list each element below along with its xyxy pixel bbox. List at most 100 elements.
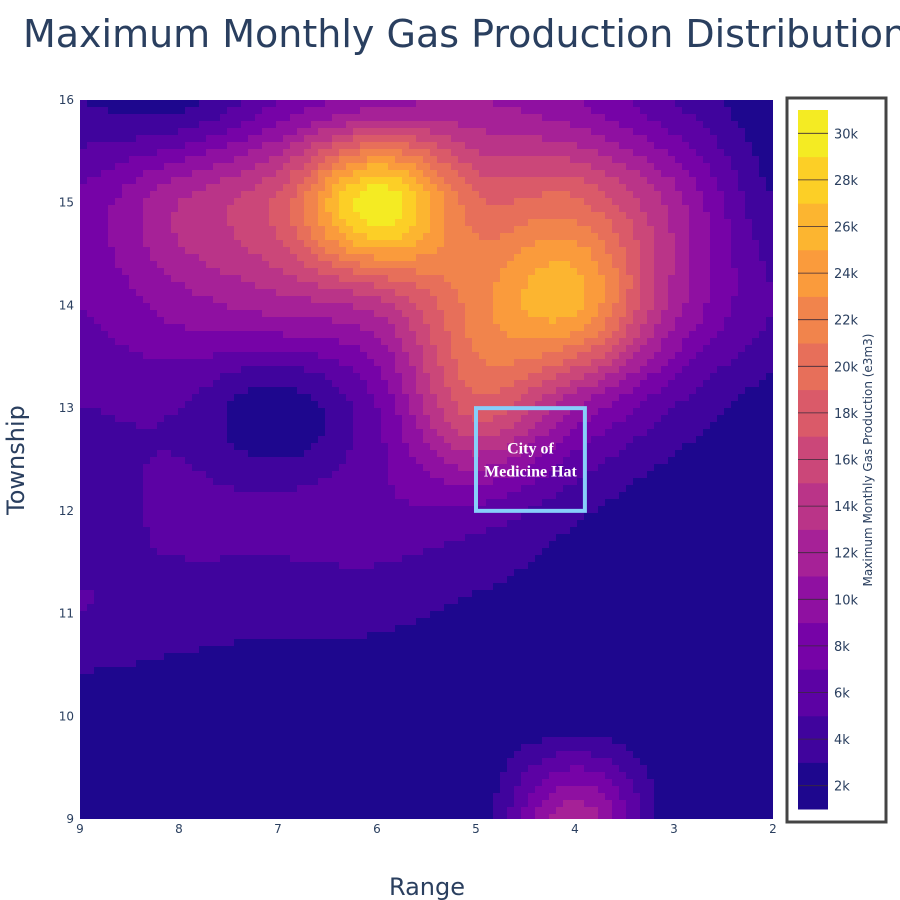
contour-cell-2971 [87, 310, 95, 318]
contour-cell-879 [689, 156, 697, 164]
contour-cell-3282 [185, 331, 193, 339]
contour-cell-930 [353, 163, 361, 171]
contour-cell-3208 [360, 324, 368, 332]
contour-cell-3456 [710, 338, 718, 346]
contour-cell-4237 [633, 394, 641, 402]
contour-cell-485 [703, 128, 711, 136]
contour-cell-25 [255, 100, 263, 108]
contour-cell-3213 [395, 324, 403, 332]
contour-cell-2459 [661, 268, 669, 276]
contour-cell-4387 [297, 408, 305, 416]
contour-cell-3431 [535, 338, 543, 346]
contour-cell-2523 [416, 275, 424, 283]
contour-cell-4780 [276, 436, 284, 444]
contour-cell-1281 [731, 184, 739, 192]
contour-cell-1695 [164, 219, 172, 227]
contour-cell-4295 [346, 401, 354, 409]
contour-cell-2124 [395, 247, 403, 255]
contour-cell-1091 [94, 177, 102, 185]
contour-cell-2728 [465, 289, 473, 297]
contour-cell-4603 [423, 422, 431, 430]
contour-cell-2148 [563, 247, 571, 255]
contour-cell-3601 [339, 352, 347, 360]
contour-cell-4544 [703, 415, 711, 423]
contour-cell-982 [717, 163, 725, 171]
contour-cell-1926 [395, 233, 403, 241]
contour-cell-4977 [269, 450, 277, 458]
contour-cell-3615 [437, 352, 445, 360]
contour-cell-2953 [654, 303, 662, 311]
contour-cell-61 [507, 100, 515, 108]
contour-cell-4279 [234, 401, 242, 409]
contour-cell-4838 [682, 436, 690, 444]
contour-cell-550 [465, 135, 473, 143]
contour-cell-1567 [654, 205, 662, 213]
contour-cell-854 [514, 156, 522, 164]
contour-cell-822 [290, 156, 298, 164]
contour-cell-3600 [332, 352, 340, 360]
contour-cell-4330 [591, 401, 599, 409]
contour-cell-4648 [738, 422, 746, 430]
contour-cell-2238 [500, 254, 508, 262]
contour-cell-2865 [731, 296, 739, 304]
contour-cell-3742 [633, 359, 641, 367]
contour-cell-193 [738, 107, 746, 115]
contour-cell-1487 [94, 205, 102, 213]
contour-cell-4719 [542, 429, 550, 437]
contour-cell-292 [738, 114, 746, 122]
contour-cell-3455 [703, 338, 711, 346]
contour-cell-2334 [479, 261, 487, 269]
contour-cell-122 [241, 107, 249, 115]
contour-cell-1534 [423, 205, 431, 213]
contour-cell-4643 [703, 422, 711, 430]
contour-cell-2019 [353, 240, 361, 248]
contour-cell-3394 [276, 338, 284, 346]
contour-cell-3773 [157, 366, 165, 374]
contour-cell-1344 [479, 191, 487, 199]
contour-cell-4271 [178, 401, 186, 409]
contour-cell-324 [269, 121, 277, 129]
contour-cell-4837 [675, 436, 683, 444]
contour-cell-3693 [290, 359, 298, 367]
contour-cell-4807 [465, 436, 473, 444]
contour-cell-1363 [612, 191, 620, 199]
contour-cell-1202 [178, 184, 186, 192]
contour-cell-1005 [185, 170, 193, 178]
contour-cell-4638 [668, 422, 676, 430]
contour-cell-1224 [332, 184, 340, 192]
contour-cell-2612 [346, 282, 354, 290]
contour-cell-2756 [661, 289, 669, 297]
contour-cell-2616 [374, 282, 382, 290]
contour-cell-1158 [563, 177, 571, 185]
contour-cell-3672 [143, 359, 151, 367]
contour-cell-309 [164, 121, 172, 129]
contour-cell-2670 [752, 282, 760, 290]
contour-cell-902 [157, 163, 165, 171]
contour-cell-2409 [311, 268, 319, 276]
contour-cell-640 [402, 142, 410, 150]
contour-cell-3168 [80, 324, 88, 332]
contour-cell-2604 [290, 282, 298, 290]
contour-cell-2742 [563, 289, 571, 297]
contour-cell-234 [332, 114, 340, 122]
contour-cell-689 [745, 142, 753, 150]
contour-cell-3065 [745, 310, 753, 318]
contour-cell-4882 [297, 443, 305, 451]
contour-cell-4812 [500, 436, 508, 444]
contour-cell-2406 [290, 268, 298, 276]
contour-cell-2078 [766, 240, 773, 248]
contour-cell-4206 [416, 394, 424, 402]
contour-cell-4697 [388, 429, 396, 437]
contour-cell-1856 [598, 226, 606, 234]
contour-cell-2677 [108, 289, 116, 297]
contour-cell-1539 [458, 205, 466, 213]
contour-cell-2942 [577, 303, 585, 311]
contour-cell-3715 [444, 359, 452, 367]
contour-cell-2447 [577, 268, 585, 276]
contour-cell-221 [241, 114, 249, 122]
contour-cell-216 [206, 114, 214, 122]
contour-cell-1168 [633, 177, 641, 185]
contour-cell-3105 [332, 317, 340, 325]
contour-cell-3421 [465, 338, 473, 346]
contour-cell-2388 [164, 268, 172, 276]
